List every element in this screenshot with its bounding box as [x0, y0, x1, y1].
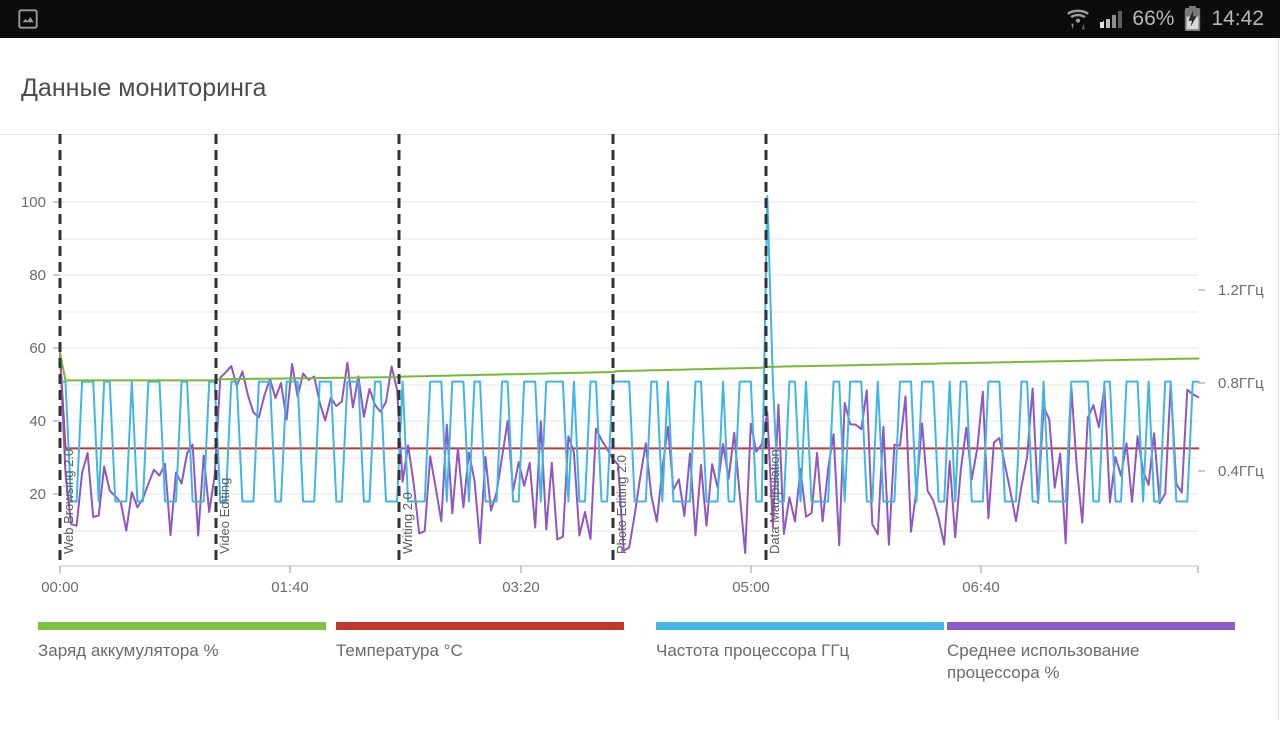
svg-text:01:40: 01:40	[271, 579, 309, 596]
svg-text:40: 40	[29, 413, 46, 430]
svg-text:00:00: 00:00	[41, 579, 79, 596]
svg-text:60: 60	[29, 340, 46, 357]
svg-text:05:00: 05:00	[732, 579, 770, 596]
svg-text:Web Browsing 2.0: Web Browsing 2.0	[61, 449, 76, 554]
svg-text:100: 100	[21, 194, 46, 211]
svg-text:0.8ГГц: 0.8ГГц	[1218, 375, 1264, 392]
svg-text:Photo Editing 2.0: Photo Editing 2.0	[614, 455, 629, 554]
svg-text:Data Manipulation: Data Manipulation	[767, 449, 782, 554]
svg-text:20: 20	[29, 486, 46, 503]
svg-text:03:20: 03:20	[502, 579, 540, 596]
svg-text:80: 80	[29, 267, 46, 284]
svg-text:Writing 2.0: Writing 2.0	[400, 492, 415, 554]
svg-text:0.4ГГц: 0.4ГГц	[1218, 463, 1264, 480]
svg-text:Video Editing: Video Editing	[217, 478, 232, 554]
svg-text:1.2ГГц: 1.2ГГц	[1218, 282, 1264, 299]
svg-text:06:40: 06:40	[962, 579, 1000, 596]
